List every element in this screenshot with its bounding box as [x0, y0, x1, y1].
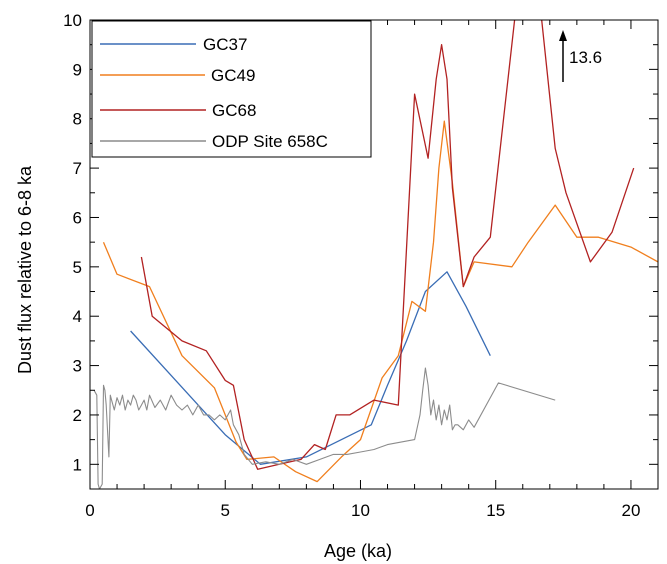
- y-axis-label: Dust flux relative to 6-8 ka: [15, 165, 35, 374]
- y-tick-label: 5: [73, 258, 82, 277]
- y-tick-label: 3: [73, 357, 82, 376]
- legend-label-gc37: GC37: [203, 35, 247, 54]
- legend-item-gc68: GC68: [100, 101, 256, 120]
- x-tick-label: 20: [621, 501, 640, 520]
- annotation-13-6: 13.6: [559, 30, 602, 82]
- legend-label-gc49: GC49: [211, 66, 255, 85]
- plot-frame: [89, 19, 659, 490]
- series-line-gc49: [102, 120, 658, 483]
- legend-item-gc49: GC49: [100, 66, 255, 85]
- series-line-gc68: [140, 20, 635, 470]
- series-line-gc37: [130, 271, 491, 465]
- plot-lines: [93, 20, 658, 489]
- y-tick-label: 1: [73, 455, 82, 474]
- x-tick-label: 15: [486, 501, 505, 520]
- annotation-label: 13.6: [569, 48, 602, 67]
- legend-label-gc68: GC68: [212, 101, 256, 120]
- plot-frame-layer: [89, 19, 659, 490]
- y-tick-label: 8: [73, 110, 82, 129]
- legend-item-odp-site-658c: ODP Site 658C: [100, 132, 328, 151]
- ticks-layer: 0 5 10 15 20 1 2 3 4 5 6 7 8 9 10: [63, 11, 659, 520]
- legend: GC37 GC49 GC68 ODP Site 658C: [91, 20, 372, 158]
- legend-item-gc37: GC37: [100, 35, 247, 54]
- y-tick-label: 9: [73, 60, 82, 79]
- y-tick-label: 4: [73, 307, 82, 326]
- y-tick-label: 6: [73, 208, 82, 227]
- x-axis-label: Age (ka): [324, 541, 392, 561]
- y-tick-label: 7: [73, 159, 82, 178]
- annotation-arrowhead-icon: [559, 30, 567, 41]
- y-tick-label: 10: [63, 11, 82, 30]
- x-tick-label: 5: [221, 501, 230, 520]
- x-tick-label: 0: [85, 501, 94, 520]
- x-tick-label: 10: [351, 501, 370, 520]
- series-line-odp-site-658c: [93, 367, 556, 489]
- legend-label-odp-site-658c: ODP Site 658C: [212, 132, 328, 151]
- y-tick-label: 2: [73, 406, 82, 425]
